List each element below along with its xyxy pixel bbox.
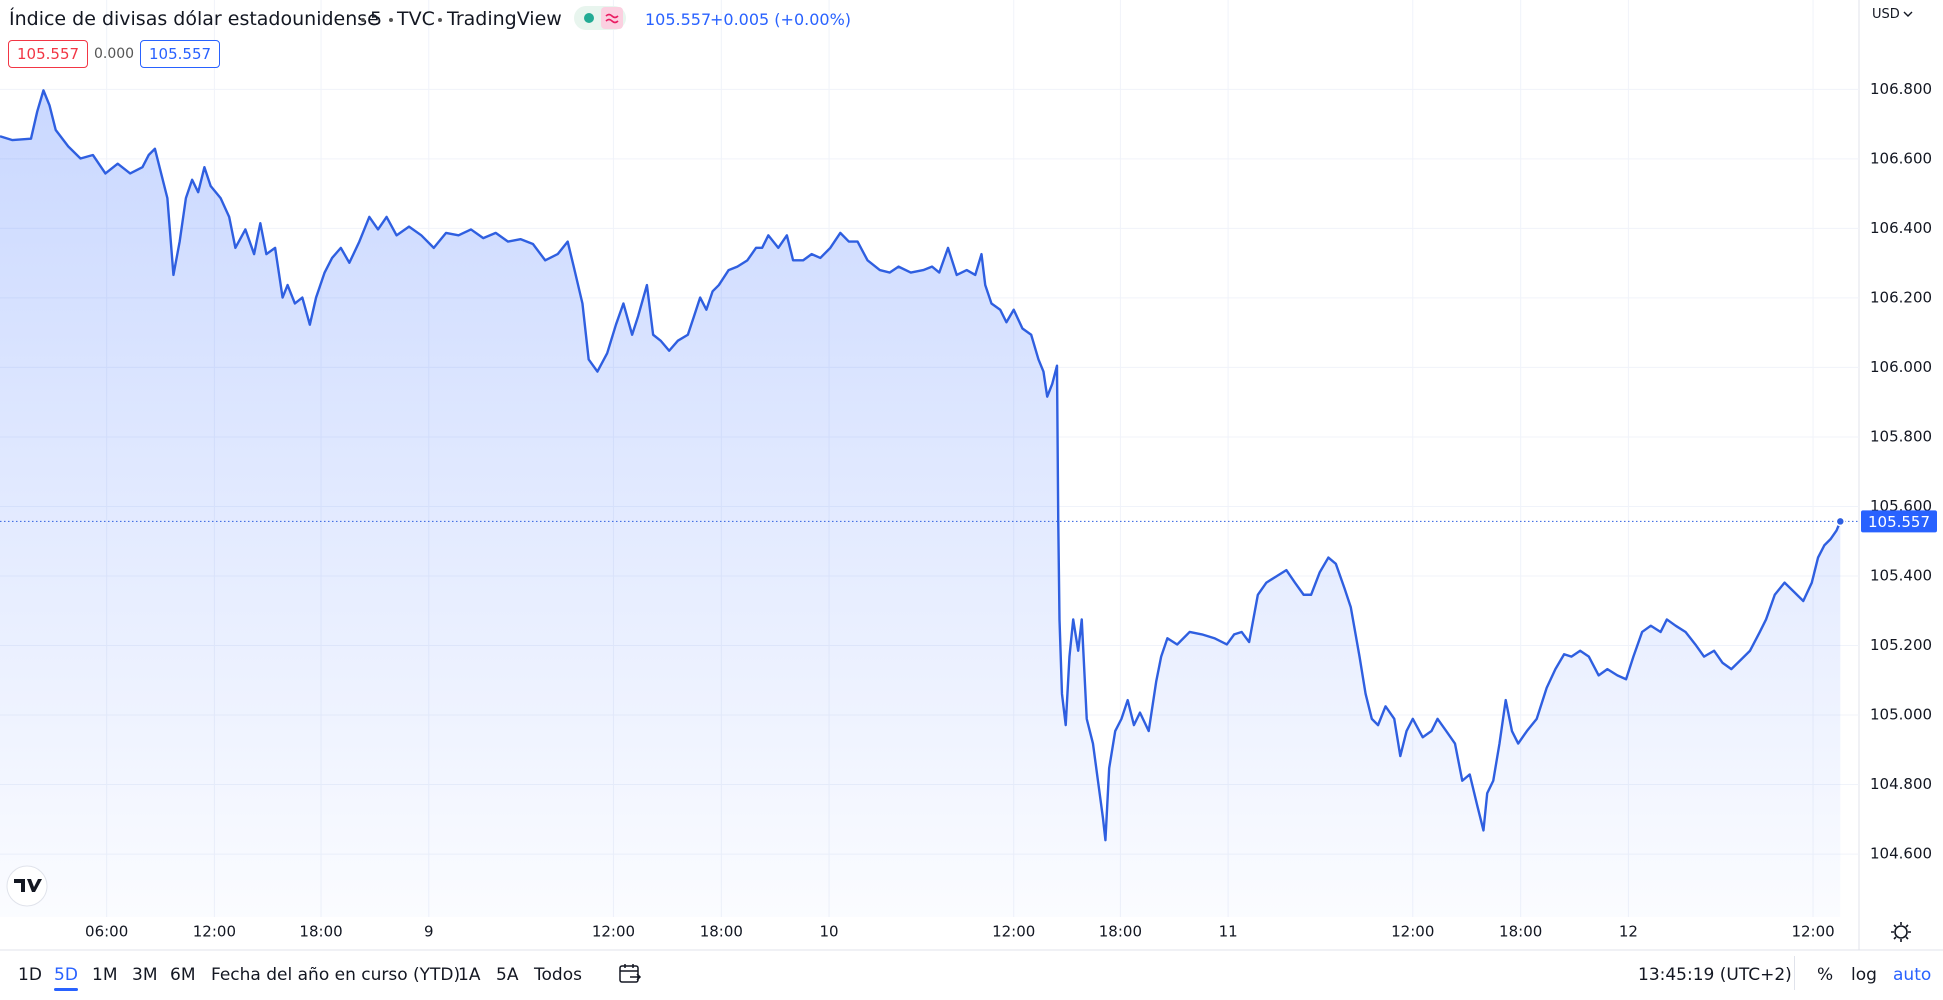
separator (438, 18, 442, 22)
y-tick-label: 106.600 (1870, 149, 1932, 167)
x-tick-label: 12:00 (592, 923, 635, 941)
area-fill (0, 90, 1841, 917)
price-diff: 0.000 (94, 46, 135, 62)
range-button[interactable]: Fecha del año en curso (YTD) (211, 965, 461, 985)
separator (389, 18, 393, 22)
x-tick-label: 12:00 (1391, 923, 1434, 941)
price-tag-label: 105.557 (1868, 513, 1930, 531)
x-tick-label: 18:00 (299, 923, 342, 941)
x-tick-label: 12:00 (1791, 923, 1834, 941)
settings-icon[interactable] (1891, 922, 1911, 942)
divider (1794, 956, 1795, 990)
symbol-title[interactable]: Índice de divisas dólar estadounidense (9, 8, 379, 30)
source: TradingView (447, 8, 562, 30)
y-tick-label: 105.800 (1870, 427, 1932, 445)
range-button[interactable]: 6M (170, 965, 196, 985)
y-tick-label: 104.600 (1870, 845, 1932, 863)
x-tick-label: 12 (1619, 923, 1638, 941)
price-tag (1861, 510, 1937, 533)
market-open-dot (584, 13, 594, 23)
range-button[interactable]: 5D (54, 962, 78, 991)
x-tick-label: 12:00 (193, 923, 236, 941)
y-tick-label: 105.400 (1870, 566, 1932, 584)
currency: USD (1872, 7, 1900, 22)
logo (6, 865, 48, 907)
x-tick-label: 18:00 (700, 923, 743, 941)
y-tick-label: 106.200 (1870, 288, 1932, 306)
last-price: 105.557 (645, 10, 712, 29)
separator (361, 18, 365, 22)
y-tick-label: 105.200 (1870, 636, 1932, 654)
x-tick-label: 18:00 (1499, 923, 1542, 941)
interval[interactable]: 5 (370, 8, 383, 30)
price-box: 105.557 (140, 40, 221, 68)
clock[interactable]: 13:45:19 (UTC+2) (1638, 965, 1792, 985)
y-tick-label: 106.800 (1870, 80, 1932, 98)
currency-selector[interactable]: USD (1872, 7, 1913, 22)
percent-toggle[interactable]: % (1817, 965, 1834, 985)
range-button[interactable]: Todos (534, 965, 582, 985)
delayed-icon (601, 7, 623, 29)
status-badge[interactable] (574, 6, 626, 30)
x-tick-label: 12:00 (992, 923, 1035, 941)
x-tick-label: 06:00 (85, 923, 128, 941)
x-tick-label: 18:00 (1099, 923, 1142, 941)
last-point (1835, 516, 1846, 527)
x-tick-label: 9 (424, 923, 434, 941)
price-box: 105.557 (8, 40, 89, 68)
price-change: +0.005 (+0.00%) (710, 10, 852, 29)
y-tick-label: 106.000 (1870, 358, 1932, 376)
y-tick-label: 105.000 (1870, 706, 1932, 724)
price-line (0, 89, 1842, 842)
range-button[interactable]: 5A (496, 965, 519, 985)
y-tick-label: 104.800 (1870, 775, 1932, 793)
x-tick-label: 11 (1219, 923, 1238, 941)
range-button[interactable]: 3M (132, 965, 158, 985)
exchange: TVC (397, 8, 435, 30)
y-tick-label: 106.400 (1870, 219, 1932, 237)
range-button[interactable]: 1D (18, 965, 42, 985)
active-underline (54, 988, 78, 991)
log-toggle[interactable]: log (1851, 965, 1877, 985)
date-range-icon[interactable] (618, 962, 642, 986)
range-button[interactable]: 1M (92, 965, 118, 985)
range-button[interactable]: 1A (458, 965, 481, 985)
x-tick-label: 10 (820, 923, 839, 941)
auto-toggle[interactable]: auto (1893, 965, 1932, 985)
